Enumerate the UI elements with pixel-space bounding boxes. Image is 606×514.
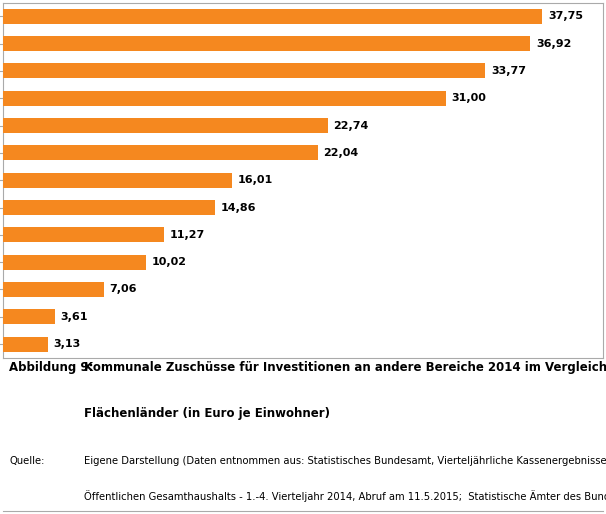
Text: 7,06: 7,06 xyxy=(110,284,137,295)
Text: 22,04: 22,04 xyxy=(324,148,359,158)
Bar xyxy=(3,227,164,243)
Bar xyxy=(3,200,215,215)
Text: Flächenländer (in Euro je Einwohner): Flächenländer (in Euro je Einwohner) xyxy=(84,407,330,420)
Bar xyxy=(3,309,55,324)
Text: 31,00: 31,00 xyxy=(451,93,487,103)
Bar xyxy=(3,9,542,24)
Text: Abbildung 9:: Abbildung 9: xyxy=(9,361,93,374)
Bar xyxy=(3,90,446,106)
Text: 36,92: 36,92 xyxy=(536,39,571,48)
Text: Quelle:: Quelle: xyxy=(9,456,44,466)
Text: Eigene Darstellung (Daten entnommen aus: Statistisches Bundesamt, Vierteljährlic: Eigene Darstellung (Daten entnommen aus:… xyxy=(84,456,606,466)
Text: 33,77: 33,77 xyxy=(491,66,526,76)
Bar xyxy=(3,254,146,270)
Bar xyxy=(3,118,328,133)
Text: 3,13: 3,13 xyxy=(53,339,81,349)
Bar xyxy=(3,36,530,51)
Text: 10,02: 10,02 xyxy=(152,257,187,267)
Bar xyxy=(3,337,48,352)
Text: 16,01: 16,01 xyxy=(238,175,273,185)
Text: 14,86: 14,86 xyxy=(221,203,256,212)
Text: 3,61: 3,61 xyxy=(61,312,88,322)
Bar xyxy=(3,145,318,160)
Text: 22,74: 22,74 xyxy=(333,121,369,131)
Text: 11,27: 11,27 xyxy=(170,230,205,240)
Text: Kommunale Zuschüsse für Investitionen an andere Bereiche 2014 im Vergleich der: Kommunale Zuschüsse für Investitionen an… xyxy=(84,361,606,374)
Bar xyxy=(3,63,485,79)
Bar xyxy=(3,173,231,188)
Text: Öffentlichen Gesamthaushalts - 1.-4. Vierteljahr 2014, Abruf am 11.5.2015;  Stat: Öffentlichen Gesamthaushalts - 1.-4. Vie… xyxy=(84,490,606,502)
Text: 37,75: 37,75 xyxy=(548,11,583,21)
Bar xyxy=(3,282,104,297)
